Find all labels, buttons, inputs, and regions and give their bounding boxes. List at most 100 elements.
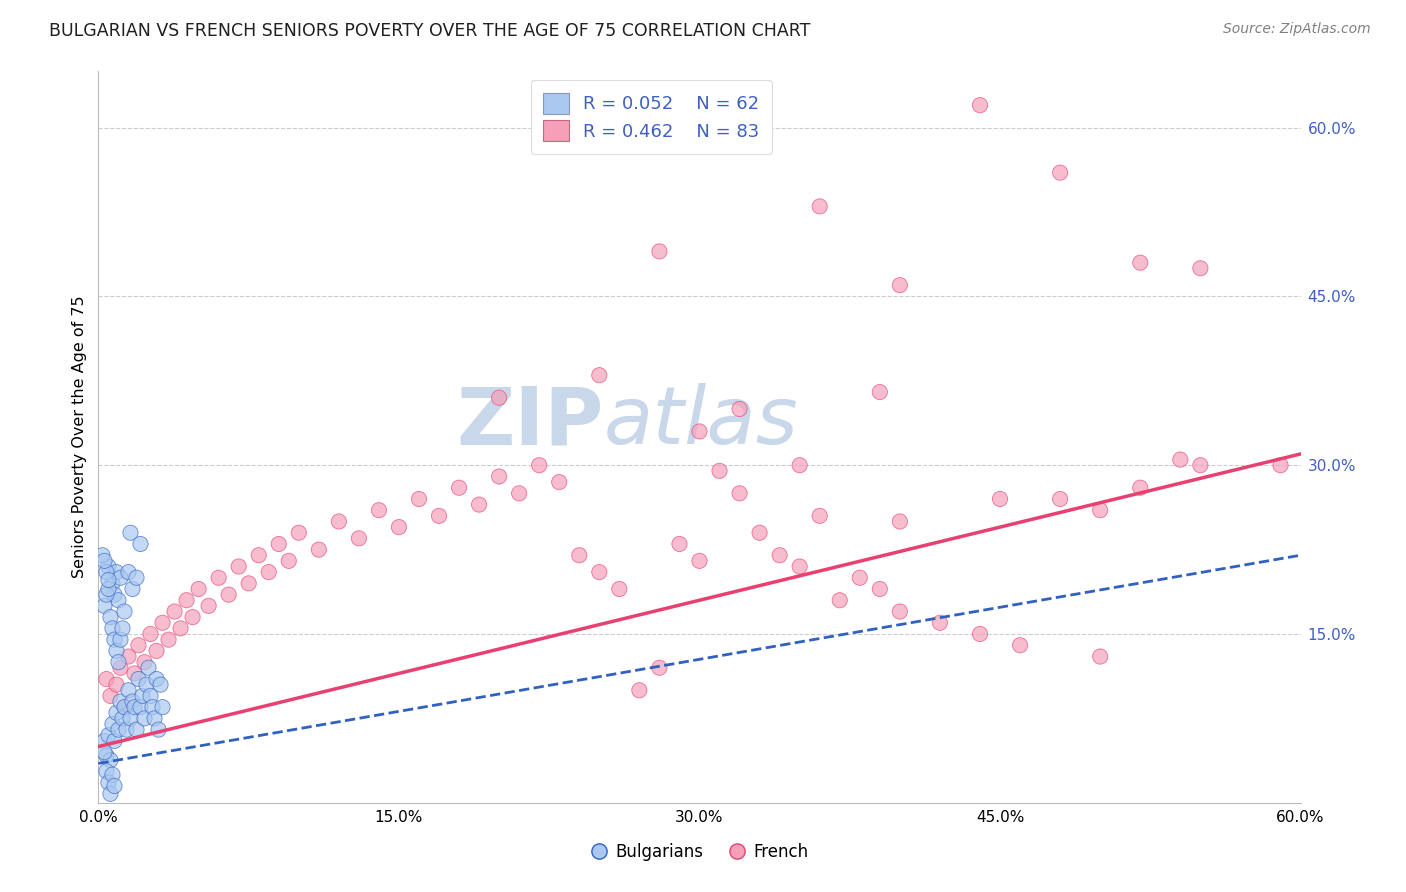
Point bbox=[808, 199, 831, 213]
Point bbox=[169, 621, 191, 635]
Point bbox=[100, 610, 122, 624]
Point bbox=[208, 571, 231, 585]
Text: ZIP: ZIP bbox=[456, 384, 603, 461]
Point bbox=[929, 615, 952, 630]
Point bbox=[277, 554, 299, 568]
Point bbox=[1088, 649, 1111, 664]
Point bbox=[124, 666, 146, 681]
Point bbox=[149, 678, 172, 692]
Point bbox=[176, 593, 198, 607]
Text: BULGARIAN VS FRENCH SENIORS POVERTY OVER THE AGE OF 75 CORRELATION CHART: BULGARIAN VS FRENCH SENIORS POVERTY OVER… bbox=[49, 22, 811, 40]
Point bbox=[789, 458, 811, 473]
Point bbox=[1049, 166, 1071, 180]
Point bbox=[728, 486, 751, 500]
Point bbox=[529, 458, 551, 473]
Point bbox=[103, 779, 125, 793]
Point bbox=[568, 548, 591, 562]
Point bbox=[101, 767, 124, 781]
Point bbox=[152, 615, 174, 630]
Point bbox=[93, 745, 115, 759]
Point bbox=[257, 565, 280, 579]
Point bbox=[228, 559, 250, 574]
Point bbox=[689, 425, 711, 439]
Point bbox=[181, 610, 204, 624]
Point bbox=[388, 520, 411, 534]
Point bbox=[120, 711, 142, 725]
Point bbox=[648, 661, 671, 675]
Point bbox=[125, 571, 148, 585]
Point bbox=[709, 464, 731, 478]
Point bbox=[114, 605, 136, 619]
Point bbox=[110, 571, 132, 585]
Point bbox=[145, 672, 167, 686]
Point bbox=[969, 98, 991, 112]
Point bbox=[869, 385, 891, 400]
Point bbox=[408, 491, 430, 506]
Point bbox=[117, 649, 139, 664]
Point bbox=[91, 548, 114, 562]
Point bbox=[107, 655, 129, 669]
Point bbox=[117, 683, 139, 698]
Point bbox=[96, 565, 118, 579]
Point bbox=[328, 515, 350, 529]
Point bbox=[588, 565, 610, 579]
Point bbox=[114, 700, 136, 714]
Point bbox=[163, 605, 186, 619]
Point bbox=[103, 588, 125, 602]
Point bbox=[748, 525, 770, 540]
Point bbox=[508, 486, 530, 500]
Point bbox=[110, 694, 132, 708]
Point bbox=[218, 588, 240, 602]
Point bbox=[238, 576, 260, 591]
Point bbox=[131, 689, 153, 703]
Point bbox=[139, 627, 162, 641]
Point bbox=[129, 700, 152, 714]
Point bbox=[138, 661, 160, 675]
Point bbox=[148, 723, 170, 737]
Point bbox=[100, 787, 122, 801]
Point bbox=[103, 734, 125, 748]
Point bbox=[93, 734, 115, 748]
Point bbox=[97, 559, 120, 574]
Point bbox=[1088, 503, 1111, 517]
Point bbox=[96, 672, 118, 686]
Point bbox=[1189, 261, 1212, 276]
Point bbox=[101, 717, 124, 731]
Point bbox=[100, 753, 122, 767]
Point bbox=[105, 706, 128, 720]
Point bbox=[141, 700, 163, 714]
Point bbox=[121, 582, 143, 596]
Point bbox=[93, 554, 115, 568]
Point bbox=[152, 700, 174, 714]
Point bbox=[129, 537, 152, 551]
Point bbox=[247, 548, 270, 562]
Point bbox=[1010, 638, 1032, 652]
Point bbox=[96, 748, 118, 763]
Text: Source: ZipAtlas.com: Source: ZipAtlas.com bbox=[1223, 22, 1371, 37]
Point bbox=[789, 559, 811, 574]
Point bbox=[1129, 481, 1152, 495]
Point bbox=[869, 582, 891, 596]
Point bbox=[288, 525, 311, 540]
Point bbox=[488, 469, 510, 483]
Point bbox=[93, 599, 115, 613]
Y-axis label: Seniors Poverty Over the Age of 75: Seniors Poverty Over the Age of 75 bbox=[72, 296, 87, 578]
Point bbox=[588, 368, 610, 383]
Point bbox=[488, 391, 510, 405]
Point bbox=[1189, 458, 1212, 473]
Point bbox=[1129, 255, 1152, 269]
Point bbox=[368, 503, 391, 517]
Point bbox=[96, 764, 118, 779]
Legend: Bulgarians, French: Bulgarians, French bbox=[583, 837, 815, 868]
Text: atlas: atlas bbox=[603, 384, 799, 461]
Point bbox=[96, 588, 118, 602]
Point bbox=[609, 582, 631, 596]
Point bbox=[121, 694, 143, 708]
Point bbox=[889, 605, 911, 619]
Point bbox=[111, 711, 134, 725]
Point bbox=[308, 542, 330, 557]
Point bbox=[115, 723, 138, 737]
Point bbox=[1049, 491, 1071, 506]
Point bbox=[111, 621, 134, 635]
Point bbox=[110, 632, 132, 647]
